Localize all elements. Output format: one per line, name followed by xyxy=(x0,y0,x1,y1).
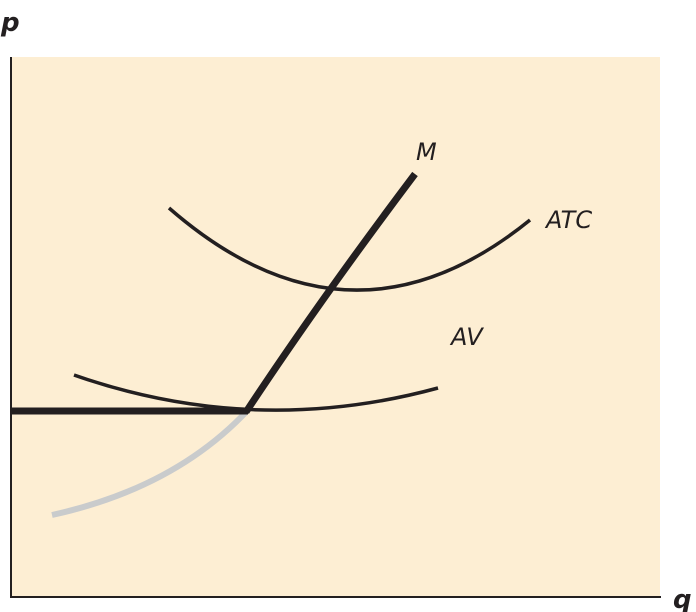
x-axis-label: q xyxy=(673,585,692,612)
y-axis-label: p xyxy=(0,8,20,38)
marginal-curve-lower-segment xyxy=(51,407,251,518)
plot-background xyxy=(11,57,660,597)
marginal-curve-label: M xyxy=(416,138,437,166)
atc-curve-label: ATC xyxy=(544,206,592,234)
atc-curve xyxy=(167,206,532,292)
av-curve-label: AV xyxy=(449,323,484,351)
av-curve xyxy=(73,373,439,412)
marginal-curve xyxy=(243,171,418,414)
